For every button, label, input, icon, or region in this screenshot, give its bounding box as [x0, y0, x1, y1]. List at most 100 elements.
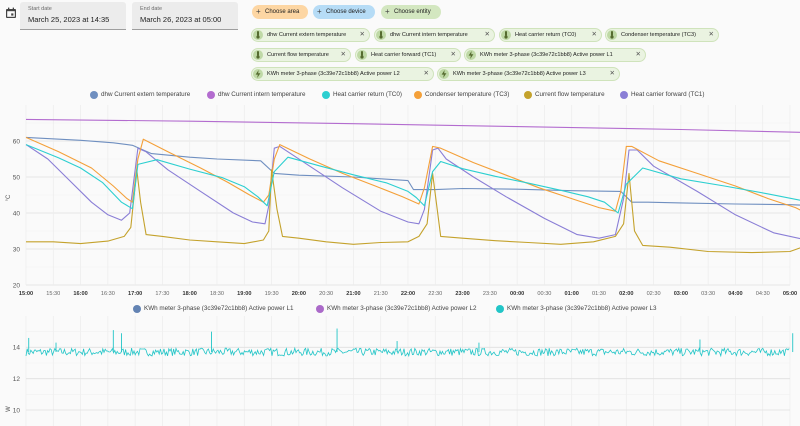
entity-chip[interactable]: Condenser temperature (TC3) ✕ [605, 28, 719, 42]
x-tick-label: 20:30 [319, 291, 333, 297]
entity-chip-label: KWh meter 3-phase (3c39e72c1bb8) Active … [453, 71, 586, 77]
entity-chip[interactable]: Heat carrier forward (TC1) ✕ [355, 48, 461, 62]
thermometer-icon [501, 30, 511, 40]
temperature-legend: dhw Current extern temperature dhw Curre… [90, 90, 800, 100]
y-axis-label: W [6, 406, 12, 412]
legend-dot [90, 91, 98, 99]
entity-chip[interactable]: KWh meter 3-phase (3c39e72c1bb8) Active … [437, 67, 620, 81]
x-tick-label: 01:00 [565, 291, 579, 297]
x-tick-label: 00:00 [510, 291, 524, 297]
plus-icon: + [317, 7, 322, 16]
x-tick-label: 17:00 [128, 291, 142, 297]
choose-entity-button[interactable]: + Choose entity [381, 5, 441, 19]
power-legend: KWh meter 3-phase (3c39e72c1bb8) Active … [133, 304, 793, 314]
choose-device-button[interactable]: + Choose device [313, 5, 375, 19]
x-tick-label: 16:30 [101, 291, 115, 297]
calendar-icon[interactable] [5, 7, 17, 19]
close-icon[interactable]: ✕ [359, 31, 365, 38]
entity-chip[interactable]: Heat carrier return (TC0) ✕ [499, 28, 602, 42]
thermometer-icon [376, 30, 386, 40]
x-tick-label: 17:30 [155, 291, 169, 297]
y-tick-label: 60 [13, 138, 21, 145]
thermometer-icon [357, 50, 367, 60]
legend-label: dhw Current intern temperature [218, 91, 306, 98]
x-tick-label: 03:00 [674, 291, 688, 297]
series-line-tc1 [25, 144, 800, 240]
start-date-label: Start date [28, 6, 52, 12]
plus-icon: + [385, 7, 390, 16]
x-tick-label: 22:00 [401, 291, 415, 297]
series-line-extern [25, 136, 800, 206]
thermometer-icon [253, 50, 263, 60]
end-date-label: End date [140, 6, 163, 12]
y-tick-label: 20 [13, 282, 21, 289]
x-tick-label: 03:30 [701, 291, 715, 297]
legend-dot [496, 305, 504, 313]
series-line-flow [26, 169, 800, 254]
x-tick-label: 18:00 [183, 291, 197, 297]
thermometer-icon [253, 30, 263, 40]
choose-device-label: Choose device [326, 9, 366, 15]
x-tick-label: 18:30 [210, 291, 224, 297]
legend-dot [322, 91, 330, 99]
start-date-field[interactable]: Start date March 25, 2023 at 14:35 [20, 2, 126, 30]
close-icon[interactable]: ✕ [484, 31, 490, 38]
entity-chip-label: Condenser temperature (TC3) [621, 32, 696, 38]
x-tick-label: 00:30 [537, 291, 551, 297]
series-line-l3 [25, 346, 790, 358]
series-line-intern [25, 118, 800, 133]
entity-chip[interactable]: KWh meter 3-phase (3c39e72c1bb8) Active … [464, 48, 646, 62]
close-icon[interactable]: ✕ [708, 31, 714, 38]
entity-chip-label: KWh meter 3-phase (3c39e72c1bb8) Active … [267, 71, 400, 77]
flash-icon [439, 69, 449, 79]
entity-chip-label: dhw Current extern temperature [267, 32, 347, 38]
x-tick-label: 21:00 [346, 291, 360, 297]
x-tick-label: 05:00 [783, 291, 797, 297]
entity-chip-label: Heat carrier return (TC0) [515, 32, 577, 38]
legend-dot [414, 91, 422, 99]
y-tick-label: 50 [13, 174, 21, 181]
series-line-tc3 [25, 136, 800, 212]
entity-chip-label: dhw Current intern temperature [390, 32, 468, 38]
flash-icon [253, 69, 263, 79]
x-tick-label: 16:00 [73, 291, 87, 297]
flash-icon [466, 50, 476, 60]
x-tick-label: 04:30 [756, 291, 770, 297]
legend-label: Heat carrier forward (TC1) [631, 91, 705, 98]
close-icon[interactable]: ✕ [423, 70, 429, 77]
x-tick-label: 19:30 [265, 291, 279, 297]
legend-label: Condenser temperature (TC3) [425, 91, 510, 98]
entity-chip-label: Heat carrier forward (TC1) [371, 52, 437, 58]
end-date-value: March 26, 2023 at 05:00 [140, 15, 222, 24]
x-tick-label: 23:30 [483, 291, 497, 297]
y-tick-label: 30 [13, 246, 21, 253]
temperature-chart[interactable]: 60 50 40 30 20 15:00 15:30 16:00 16:30 17:00 17:30… [0, 100, 800, 300]
x-tick-label: 04:00 [728, 291, 742, 297]
close-icon[interactable]: ✕ [635, 51, 641, 58]
x-tick-label: 15:30 [46, 291, 60, 297]
y-tick-label: 12 [13, 376, 21, 383]
close-icon[interactable]: ✕ [609, 70, 615, 77]
y-axis-label: °C [6, 194, 12, 201]
x-tick-label: 19:00 [237, 291, 251, 297]
legend-dot [620, 91, 628, 99]
x-tick-label: 02:00 [619, 291, 633, 297]
y-tick-label: 40 [13, 210, 21, 217]
x-tick-label: 15:00 [19, 291, 33, 297]
x-tick-label: 23:00 [455, 291, 469, 297]
power-chart[interactable]: 14 12 10W [0, 314, 800, 426]
y-tick-label: 10 [13, 407, 21, 414]
start-date-value: March 25, 2023 at 14:35 [28, 15, 110, 24]
choose-area-button[interactable]: + Choose area [252, 5, 308, 19]
close-icon[interactable]: ✕ [450, 51, 456, 58]
close-icon[interactable]: ✕ [340, 51, 346, 58]
close-icon[interactable]: ✕ [591, 31, 597, 38]
legend-label: KWh meter 3-phase (3c39e72c1bb8) Active … [507, 305, 657, 312]
x-tick-label: 02:30 [647, 291, 661, 297]
entity-chip[interactable]: KWh meter 3-phase (3c39e72c1bb8) Active … [251, 67, 434, 81]
entity-chip[interactable]: Current flow temperature ✕ [251, 48, 351, 62]
entity-chip[interactable]: dhw Current extern temperature ✕ [251, 28, 370, 42]
end-date-field[interactable]: End date March 26, 2023 at 05:00 [132, 2, 238, 30]
entity-chip[interactable]: dhw Current intern temperature ✕ [374, 28, 495, 42]
choose-area-label: Choose area [265, 9, 300, 15]
